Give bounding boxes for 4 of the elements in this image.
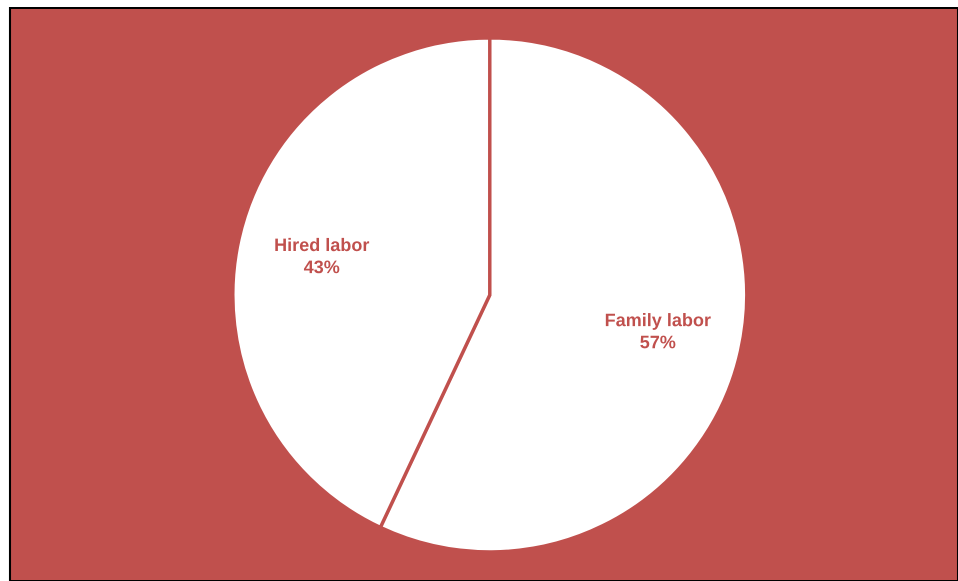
data-label: 43% bbox=[304, 260, 340, 274]
data-label: 57% bbox=[640, 336, 676, 348]
slice-label: Family labor bbox=[606, 313, 711, 330]
slice-label: Hired labor bbox=[275, 238, 370, 252]
